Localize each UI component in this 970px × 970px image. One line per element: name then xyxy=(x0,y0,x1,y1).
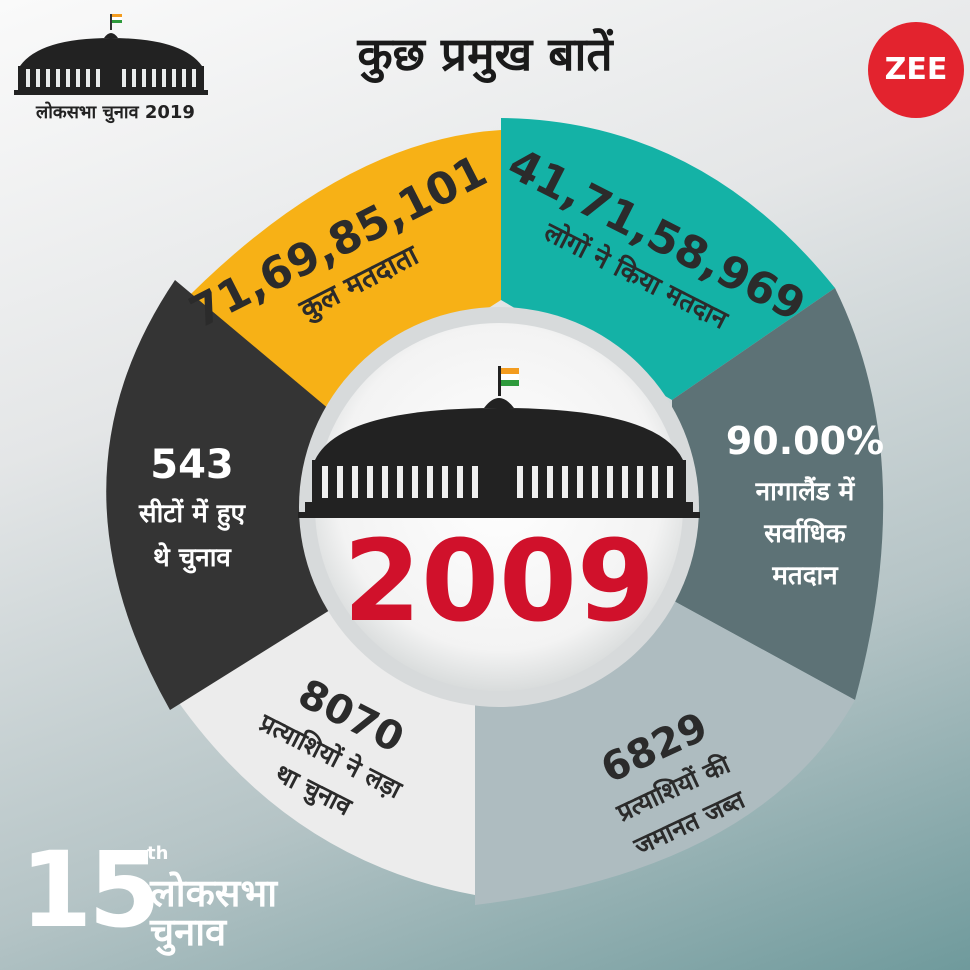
segment-candidates xyxy=(170,610,475,895)
brand-label: ZEE xyxy=(884,52,948,87)
logo-caption: लोकसभा चुनाव 2019 xyxy=(36,102,195,123)
footer-line-1: लोकसभा xyxy=(150,871,278,915)
seats-line-1: सीटों में हुए xyxy=(138,498,247,531)
parliament-icon xyxy=(298,366,700,518)
nagaland-value: 90.00% xyxy=(726,419,884,463)
seats-value: 543 xyxy=(150,442,234,488)
edition-number: 15 xyxy=(20,829,161,951)
page-title: कुछ प्रमुख बातें xyxy=(357,27,613,81)
segment-nagaland xyxy=(672,288,884,700)
seats-line-2: थे चुनाव xyxy=(153,542,232,574)
nagaland-line-2: सर्वाधिक xyxy=(763,518,846,549)
parliament-logo-icon xyxy=(14,14,208,95)
footer-line-2: चुनाव xyxy=(150,910,227,954)
nagaland-line-1: नागालैंड में xyxy=(755,476,856,507)
nagaland-line-3: मतदान xyxy=(771,561,839,591)
zee-logo xyxy=(868,22,964,118)
edition-superscript: th xyxy=(147,843,169,864)
year-label: 2009 xyxy=(343,517,655,647)
segment-seats xyxy=(106,280,330,710)
